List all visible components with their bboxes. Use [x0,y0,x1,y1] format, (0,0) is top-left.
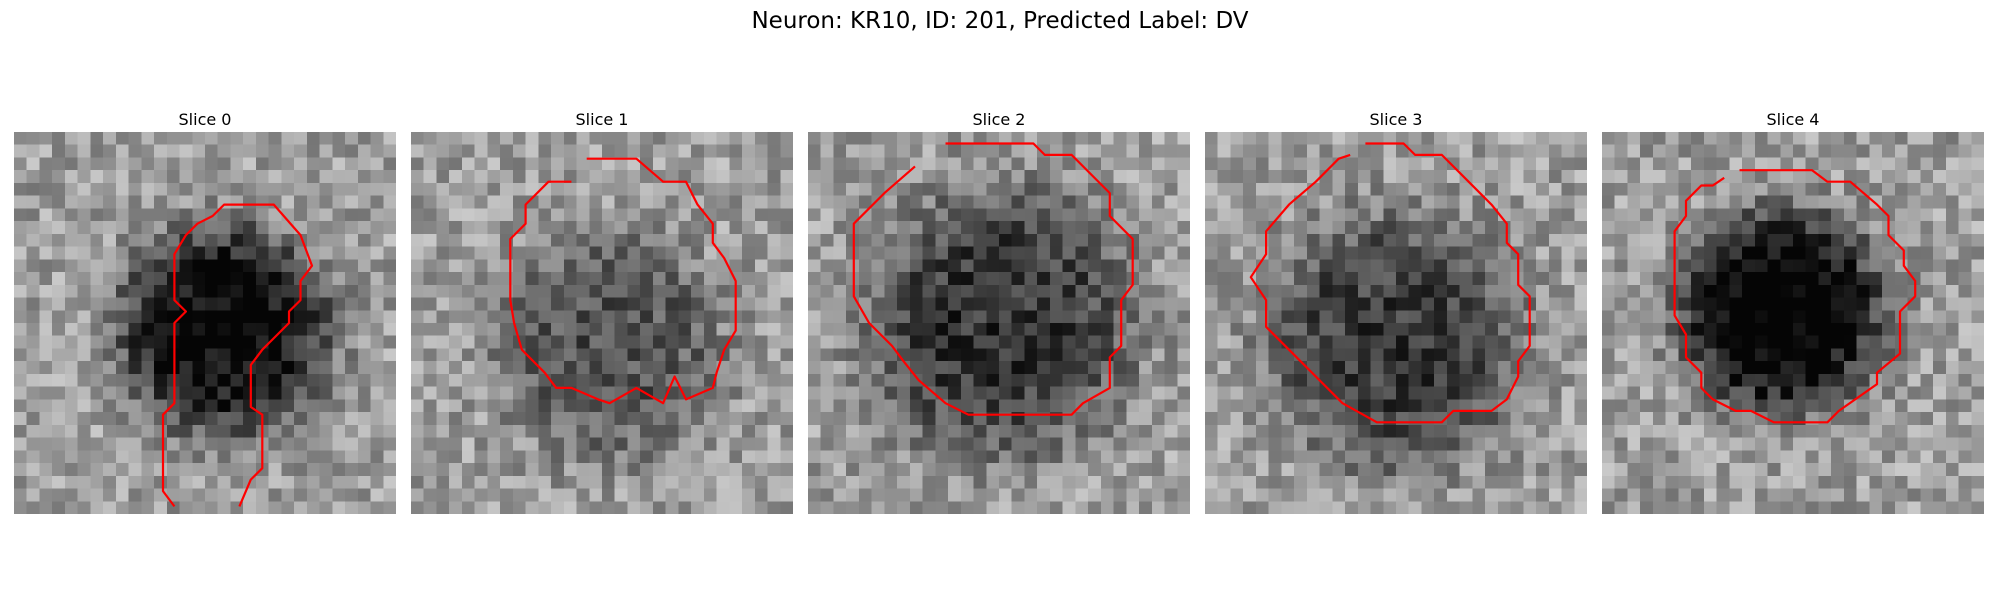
red-contour-4 [1673,169,1917,424]
slice-image-1 [411,132,793,514]
red-contour-1 [509,157,737,405]
slice-panel-3: Slice 3 [1205,108,1587,514]
slice-title-2: Slice 2 [972,110,1026,129]
contour-overlay-1 [509,157,737,405]
slice-panel-2: Slice 2 [808,108,1190,514]
slice-title-4: Slice 4 [1766,110,1820,129]
red-contour-2 [852,142,1134,416]
slice-image-2 [808,132,1190,514]
slice-title-1: Slice 1 [575,110,629,129]
contour-overlay-2 [852,142,1134,416]
contour-overlay-4 [1673,169,1917,424]
red-contour-0 [161,203,314,508]
contour-overlay-0 [161,203,314,508]
slice-title-0: Slice 0 [178,110,232,129]
slice-panel-4: Slice 4 [1602,108,1984,514]
slice-image-4 [1602,132,1984,514]
red-contour-3 [1249,142,1531,424]
slice-panel-1: Slice 1 [411,108,793,514]
slice-panel-0: Slice 0 [14,108,396,514]
slice-image-3 [1205,132,1587,514]
slice-title-3: Slice 3 [1369,110,1423,129]
slice-image-0 [14,132,396,514]
contour-overlay-3 [1249,142,1531,424]
figure-title: Neuron: KR10, ID: 201, Predicted Label: … [751,8,1249,34]
